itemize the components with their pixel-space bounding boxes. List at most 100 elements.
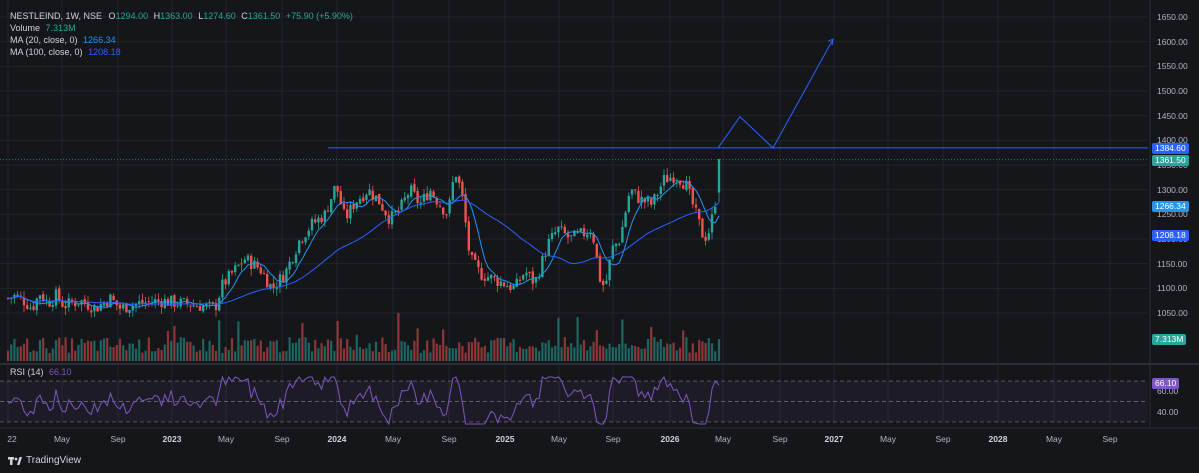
volume-bar <box>554 345 557 361</box>
volume-bar <box>413 340 416 361</box>
candle-body <box>304 237 307 243</box>
volume-bar <box>570 343 573 361</box>
symbol-label[interactable]: NESTLEIND, 1W, NSE <box>10 11 103 21</box>
candle-body <box>557 226 560 233</box>
brand-name: TradingView <box>26 455 82 466</box>
volume-bar <box>218 320 221 361</box>
ma20-label[interactable]: MA (20, close, 0) <box>10 35 78 45</box>
candle-body <box>646 197 650 202</box>
volume-bar <box>362 349 365 361</box>
candle-body <box>694 204 698 208</box>
volume-bar <box>240 345 243 361</box>
volume-bar <box>618 343 621 361</box>
volume-bar <box>442 329 445 361</box>
candle-body <box>566 233 570 238</box>
rsi-value: 66.10 <box>49 367 72 377</box>
volume-bar <box>438 345 442 361</box>
candle-body <box>387 215 390 224</box>
candle-body <box>662 174 666 186</box>
candle-body <box>189 305 192 307</box>
candle-body <box>122 304 125 309</box>
candle-body <box>253 260 256 269</box>
candle-body <box>714 206 717 214</box>
candle-body <box>586 234 589 238</box>
volume-label[interactable]: Volume <box>10 23 41 33</box>
candle-body <box>6 298 10 300</box>
candle-body <box>458 176 461 183</box>
rsi-label[interactable]: RSI (14) <box>10 367 44 377</box>
drawings[interactable] <box>0 38 1148 160</box>
time-tick-label: 2028 <box>988 434 1008 444</box>
candle-body <box>74 302 77 307</box>
volume-bar <box>189 341 192 361</box>
time-tick-label: 2026 <box>660 434 680 444</box>
last-price-badge: 1361.50 <box>1152 155 1189 166</box>
volume-bar <box>246 340 250 361</box>
candle-body <box>525 272 528 276</box>
volume-bar <box>685 337 688 361</box>
volume-bar <box>326 339 330 361</box>
volume-bar <box>464 352 467 361</box>
candle-body <box>397 210 400 212</box>
volume-bar <box>698 340 701 361</box>
candle-body <box>285 268 288 283</box>
volume-bar <box>301 323 304 361</box>
volume-bar <box>531 346 534 361</box>
volume-bar <box>493 340 496 361</box>
volume-bar <box>323 346 326 361</box>
candle-body <box>288 261 291 270</box>
volume-bar <box>160 350 163 361</box>
candle-body <box>563 226 566 234</box>
volume-bar <box>714 351 717 361</box>
candle-body <box>154 299 157 303</box>
candle-body <box>358 198 362 204</box>
volume-bar <box>125 350 128 361</box>
volume-bar <box>630 345 634 361</box>
candle-body <box>400 199 403 210</box>
volume-bar <box>122 345 125 361</box>
volume-value: 7.313M <box>45 23 76 33</box>
volume-bar <box>656 341 659 361</box>
candle-body <box>544 256 547 258</box>
volume-bar <box>61 345 64 361</box>
rsi-pane <box>0 375 1148 426</box>
volume-bar <box>112 347 115 361</box>
candle-body <box>208 301 211 303</box>
rsi-legend: RSI (14) 66.10 <box>10 367 72 377</box>
volume-bar <box>346 339 349 361</box>
volume-bar <box>406 345 410 361</box>
candle-body <box>67 298 70 308</box>
volume-bar <box>54 340 58 361</box>
volume-bar <box>582 340 586 361</box>
volume-badge: 7.313M <box>1152 334 1187 345</box>
candle-body <box>381 204 384 211</box>
volume-bar <box>154 351 157 361</box>
time-tick-label: May <box>217 434 235 444</box>
volume-bar <box>90 341 93 361</box>
candle-body <box>550 233 554 239</box>
time-tick-label: 2023 <box>162 434 182 444</box>
candle-body <box>205 303 208 306</box>
volume-bar <box>611 346 614 361</box>
volume-bar <box>384 343 387 361</box>
ma100-label[interactable]: MA (100, close, 0) <box>10 47 83 57</box>
price-tick-label: 1550.00 <box>1157 61 1188 72</box>
candle-body <box>483 278 486 281</box>
volume-bar <box>266 347 269 361</box>
volume-bar <box>429 352 432 361</box>
candle-body <box>371 190 374 200</box>
tradingview-logo[interactable]: TradingView <box>8 455 81 466</box>
time-tick-label: Sep <box>605 434 621 444</box>
volume-bar <box>646 338 650 361</box>
rsi-tick-label: 60.00 <box>1157 386 1179 397</box>
volume-bar <box>349 346 352 361</box>
candle-body <box>330 199 333 213</box>
volume-bar <box>80 338 83 361</box>
candle-body <box>96 306 99 312</box>
price-tick-label: 1050.00 <box>1157 308 1188 318</box>
volume-bar <box>342 348 346 361</box>
volume-bar <box>710 343 714 361</box>
candle-body <box>630 189 634 195</box>
